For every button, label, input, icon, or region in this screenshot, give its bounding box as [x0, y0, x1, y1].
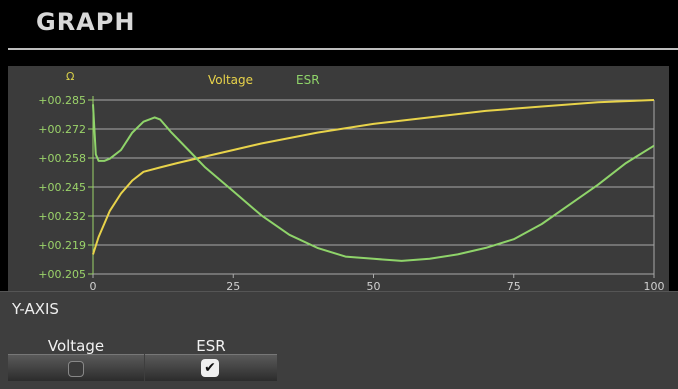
chart-gridlines [92, 96, 655, 275]
y-tick-label: +00.219 [38, 239, 86, 252]
esr-option-label: ESR [196, 337, 226, 355]
y-axis-panel-title: Y-AXIS [12, 300, 59, 318]
header-bar: GRAPH [0, 0, 678, 52]
y-tick-label: +00.205 [38, 268, 86, 281]
y-tick-label: +00.245 [38, 181, 86, 194]
series-line-voltage [92, 99, 655, 255]
x-axis-ticks: 0 25 50 75 100 [90, 274, 665, 293]
y-tick-label: +00.258 [38, 152, 86, 165]
voltage-option-label: Voltage [47, 337, 105, 355]
esr-toggle[interactable]: ✔ [145, 354, 277, 381]
y-tick-label: +00.232 [38, 210, 86, 223]
voltage-toggle[interactable] [8, 354, 144, 381]
y-axis-panel: Y-AXIS Voltage ESR ✔ [0, 291, 678, 389]
legend-label-voltage: Voltage [208, 73, 253, 87]
graph-panel: Ω Voltage ESR +00.285 +00.272 +00.258 +00.2… [8, 66, 669, 296]
chart-series [92, 99, 655, 262]
y-axis-ticks: +00.285 +00.272 +00.258 +00.245 +00.232 +00.2… [38, 94, 93, 281]
x-tick-label: 75 [507, 280, 521, 293]
x-tick-label: 100 [644, 280, 665, 293]
x-tick-label: 25 [226, 280, 240, 293]
page-title: GRAPH [36, 8, 136, 36]
x-tick-label: 0 [90, 280, 97, 293]
x-tick-label: 50 [367, 280, 381, 293]
y-unit-label: Ω [66, 70, 74, 83]
unchecked-box-icon [68, 361, 84, 377]
legend-label-esr: ESR [296, 73, 320, 87]
header-divider [8, 48, 678, 50]
line-chart: Ω Voltage ESR +00.285+00.272+00.258+00.2… [38, 70, 665, 293]
checkmark-icon: ✔ [201, 359, 219, 377]
series-line-esr [92, 104, 655, 262]
y-tick-label: +00.272 [38, 123, 86, 136]
y-tick-label: +00.285 [38, 94, 86, 107]
